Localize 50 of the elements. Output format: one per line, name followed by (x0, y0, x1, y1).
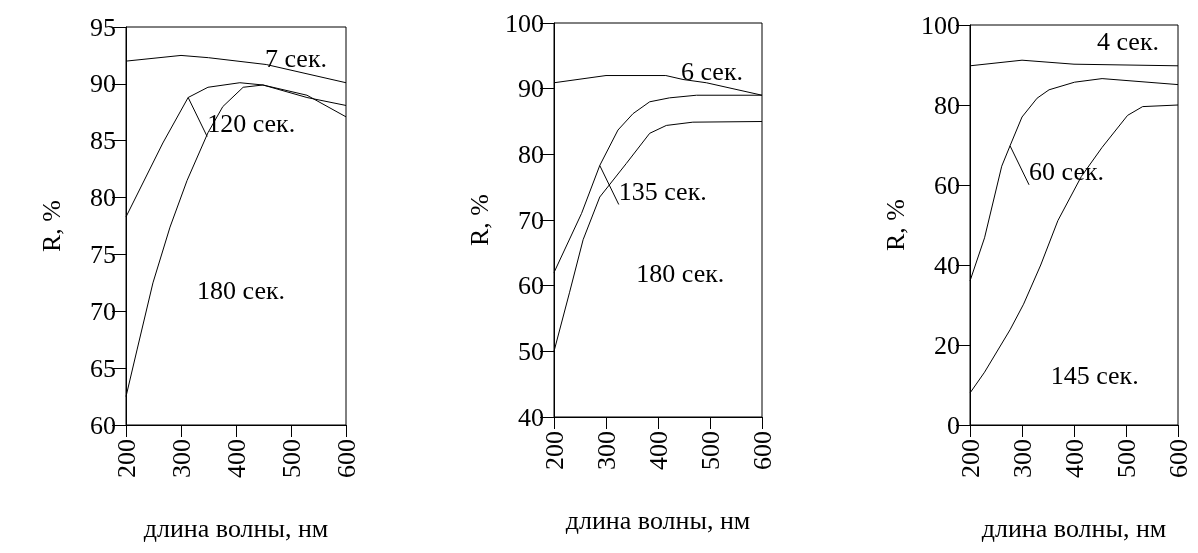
y-tick-label: 100 (921, 10, 960, 40)
y-tick-label: 80 (518, 139, 544, 169)
y-tick-label: 65 (90, 353, 116, 383)
legend-label: 60 сек. (1029, 157, 1105, 187)
y-tick-label: 60 (518, 271, 544, 301)
y-tick-label: 50 (518, 336, 544, 366)
legend-label: 135 сек. (618, 177, 707, 206)
y-tick-label: 40 (934, 250, 960, 280)
x-tick-label: 400 (221, 439, 251, 478)
x-axis-title: длина волны, нм (981, 513, 1167, 543)
y-tick-label: 85 (90, 126, 116, 156)
y-axis-title: R, % (36, 200, 66, 252)
y-tick-label: 70 (518, 205, 544, 235)
x-tick-label: 200 (955, 439, 985, 478)
series-label: 6 сек. (680, 56, 744, 86)
series-label: 145 сек. (1050, 360, 1139, 390)
y-tick-label: 60 (934, 170, 960, 200)
x-tick-label: 600 (747, 431, 777, 470)
y-tick-label: 75 (90, 239, 116, 269)
x-tick-label: 500 (695, 431, 725, 470)
y-tick-label: 60 (90, 410, 116, 440)
y-tick-label: 70 (90, 296, 116, 326)
y-tick-label: 20 (934, 330, 960, 360)
x-axis-title: длина волны, нм (565, 505, 751, 535)
series-label: 180 сек. (197, 276, 286, 306)
y-axis-title: R, % (880, 199, 910, 251)
y-tick-label: 100 (505, 8, 544, 38)
y-tick-label: 95 (90, 12, 116, 42)
x-tick-label: 300 (166, 439, 196, 478)
y-tick-label: 40 (518, 402, 544, 432)
x-tick-label: 400 (643, 431, 673, 470)
x-tick-label: 500 (276, 439, 306, 478)
y-tick-label: 80 (934, 90, 960, 120)
series-label: 4 сек. (1096, 27, 1160, 57)
x-tick-label: 600 (1163, 439, 1193, 478)
text: 180 сек. (636, 259, 725, 289)
x-tick-label: 400 (1059, 439, 1089, 478)
x-tick-label: 200 (111, 439, 141, 478)
series-label: 7 сек. (264, 44, 328, 74)
x-tick-label: 300 (591, 431, 621, 470)
x-tick-label: 300 (1007, 439, 1037, 478)
x-axis-title: длина волны, нм (143, 513, 329, 543)
y-tick-label: 90 (518, 74, 544, 104)
y-tick-label: 0 (947, 410, 960, 440)
y-tick-label: 80 (90, 183, 116, 213)
y-axis-title: R, % (464, 194, 494, 246)
x-tick-label: 200 (539, 431, 569, 470)
x-tick-label: 600 (331, 439, 361, 478)
y-tick-label: 90 (90, 69, 116, 99)
x-tick-label: 500 (1111, 439, 1141, 478)
